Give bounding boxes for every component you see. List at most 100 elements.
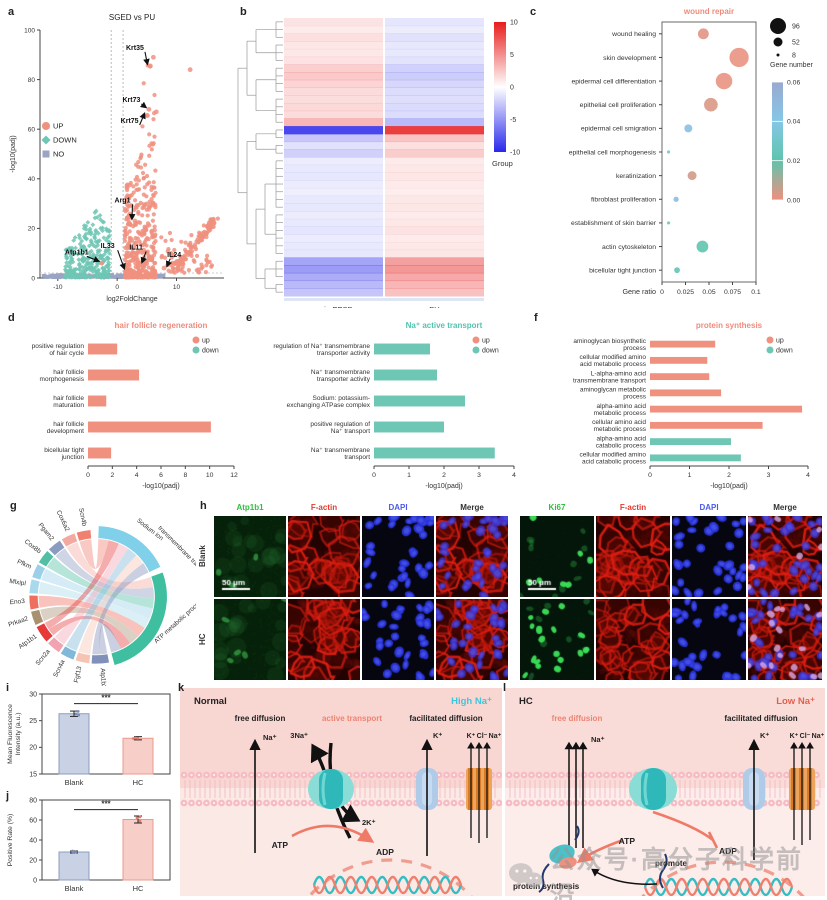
figure-element	[385, 64, 484, 73]
figure-element: 0.075	[724, 289, 741, 296]
figure-element	[29, 579, 40, 594]
micrograph	[436, 516, 508, 597]
micrograph	[748, 599, 822, 680]
figure-element	[643, 877, 794, 897]
figure-element	[41, 693, 171, 775]
figure-element: -10	[53, 284, 63, 291]
figure-element	[672, 773, 676, 777]
free-diffusion-label: free diffusion	[235, 714, 286, 723]
figure-element	[189, 233, 194, 238]
facilitated-k-label: K⁺	[760, 731, 769, 740]
figure-element	[179, 239, 184, 244]
figure-element	[785, 801, 788, 805]
figure-element	[515, 773, 518, 777]
micro-image-blank-f-actin	[596, 516, 670, 597]
figure-element	[385, 249, 484, 258]
figure-element: catabolic process	[596, 442, 647, 449]
figure-element	[100, 228, 105, 234]
figure-element	[132, 245, 137, 250]
figure-element	[190, 773, 193, 777]
figure-element	[197, 230, 202, 235]
figure-element	[257, 773, 261, 777]
figure-element	[71, 849, 74, 853]
dotplot-panel: wound repair wound healing skin developmen…	[522, 4, 822, 313]
figure-element	[284, 48, 383, 58]
figure-element	[710, 801, 713, 805]
figure-element	[141, 176, 146, 181]
column-header-merge: Merge	[773, 503, 797, 512]
figure-element	[196, 269, 201, 275]
figure-element	[777, 801, 781, 805]
barchart-svg: protein synthesis aminoglycan biosyntheti…	[573, 321, 810, 490]
figure-element	[117, 250, 126, 271]
figure-element	[265, 801, 268, 805]
figure-element: Atp1b2	[99, 668, 107, 686]
figure-element	[497, 801, 501, 805]
figure-element	[77, 713, 81, 717]
figure-element	[537, 801, 541, 805]
figure-element	[157, 274, 162, 278]
figure-element: 30	[29, 691, 37, 698]
figure-element: 15	[29, 771, 37, 778]
diagram-normal-panel: Normal High Na⁺ free diffusion active tr…	[180, 688, 503, 900]
figure-element: Na⁺ transmembrane	[311, 369, 370, 376]
figure-element: up	[202, 338, 210, 345]
figure-element: 3	[767, 472, 771, 479]
figure-element	[192, 346, 200, 354]
figure-element: Blank	[65, 778, 84, 787]
figure-element	[42, 150, 50, 158]
figure-element: Intensity (a.u.)	[15, 712, 22, 755]
figure-element: Cox6a2	[55, 509, 71, 533]
figure-element	[124, 268, 130, 273]
figure-element	[152, 228, 157, 233]
pump-adp-curve	[652, 810, 714, 842]
figure-element: -10	[510, 149, 520, 156]
figure-element	[183, 240, 188, 245]
figure-element: 25	[29, 718, 37, 725]
figure-element	[54, 543, 129, 645]
figure-element	[672, 801, 676, 805]
figure-element	[612, 801, 616, 805]
figure-element	[770, 801, 773, 805]
figure-element: Mean Fluorescence	[7, 704, 14, 764]
volcano-svg: SGED vs PU 0 20 40 60 80 100 -10 0 10 log2FoldChan…	[10, 13, 224, 303]
figure-element	[61, 533, 78, 547]
figure-element	[284, 203, 383, 212]
figure-element	[142, 185, 147, 190]
figure-element	[129, 193, 134, 198]
figure-element	[151, 245, 156, 251]
figure-element: down	[482, 348, 499, 355]
figure-element: Positive Rate (%)	[7, 814, 14, 867]
figure-element	[134, 203, 139, 208]
figure-element	[385, 33, 484, 42]
figure-element	[114, 274, 118, 279]
facilitated-k-label: K⁺	[433, 731, 442, 740]
figure-element	[472, 336, 480, 344]
figure-element: wound repair	[683, 7, 734, 16]
figure-element: 0.06	[787, 79, 800, 86]
figure-element	[85, 220, 91, 225]
figure-element	[385, 226, 484, 235]
figure-element	[717, 801, 721, 805]
micro-image-hc-dapi	[672, 599, 746, 680]
figure-element: transport	[344, 454, 370, 461]
figure-element	[167, 230, 173, 236]
figure-element	[545, 801, 548, 805]
figure-element	[41, 568, 153, 619]
figure-element	[385, 18, 484, 27]
figure-element: -log10(padj)	[10, 135, 17, 172]
figure-element	[55, 548, 154, 598]
figure-element	[93, 227, 99, 233]
figure-element: Group	[492, 159, 513, 168]
figure-element: 0	[648, 472, 652, 479]
figure-element	[545, 773, 548, 777]
figure-element	[204, 258, 209, 263]
figure-element	[141, 81, 146, 86]
figure-element	[284, 265, 383, 274]
figure-element: acid metabolic process	[580, 361, 647, 368]
figure-element	[280, 773, 283, 777]
panel-label-k: k	[178, 682, 185, 694]
figure-element	[125, 216, 131, 222]
figure-element	[385, 25, 484, 34]
figure-element	[149, 231, 155, 236]
